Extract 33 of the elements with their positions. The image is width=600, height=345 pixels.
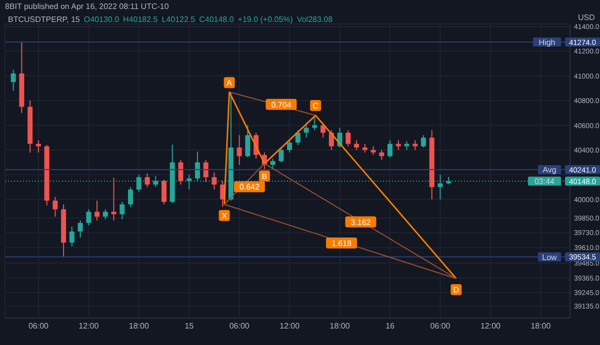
annotation: Avg (542, 166, 556, 175)
annotation: Low (542, 252, 558, 262)
x-tick-label: 12:00 (78, 322, 100, 331)
annotation: High (538, 38, 556, 48)
annotation: D (453, 286, 460, 295)
x-tick-label: 16 (386, 322, 396, 331)
x-tick-label: 18:00 (330, 322, 350, 331)
annotation: 0.642 (239, 182, 260, 192)
y-axis-title: USD (578, 13, 595, 22)
x-tick-label: 18:00 (530, 322, 552, 331)
x-tick-label: 12:00 (480, 322, 502, 331)
annotation: L40122.5 (162, 15, 196, 24)
annotation: 0.704 (271, 100, 292, 110)
annotation: Vol283.08 (296, 15, 333, 24)
annotation: C (312, 102, 319, 111)
annotation: C40148.0 (199, 15, 234, 24)
annotation: H40182.5 (123, 15, 158, 24)
annotation: 1.618 (331, 239, 352, 248)
annotation: +19.0 (+0.05%) (238, 15, 293, 24)
annotation: 3.162 (350, 218, 372, 227)
x-tick-label: 06:00 (229, 322, 250, 331)
annotation: O40130.0 (84, 15, 120, 24)
x-tick-label: 12:00 (280, 322, 300, 331)
chart-title: 8BIT published on Apr 16, 2022 08:11 UTC-10 (5, 2, 169, 11)
annotation: 03:44 (534, 177, 556, 186)
annotation: B (262, 172, 268, 181)
x-tick-label: 06:00 (430, 322, 451, 331)
chart-subtitle: BTCUSDTPERP, 15 (8, 15, 80, 24)
annotation: A (226, 78, 233, 88)
annotation: X (222, 211, 228, 220)
x-tick-label: 18:00 (128, 322, 150, 331)
x-tick-label: 06:00 (28, 322, 50, 331)
x-tick-label: 15 (184, 322, 194, 331)
